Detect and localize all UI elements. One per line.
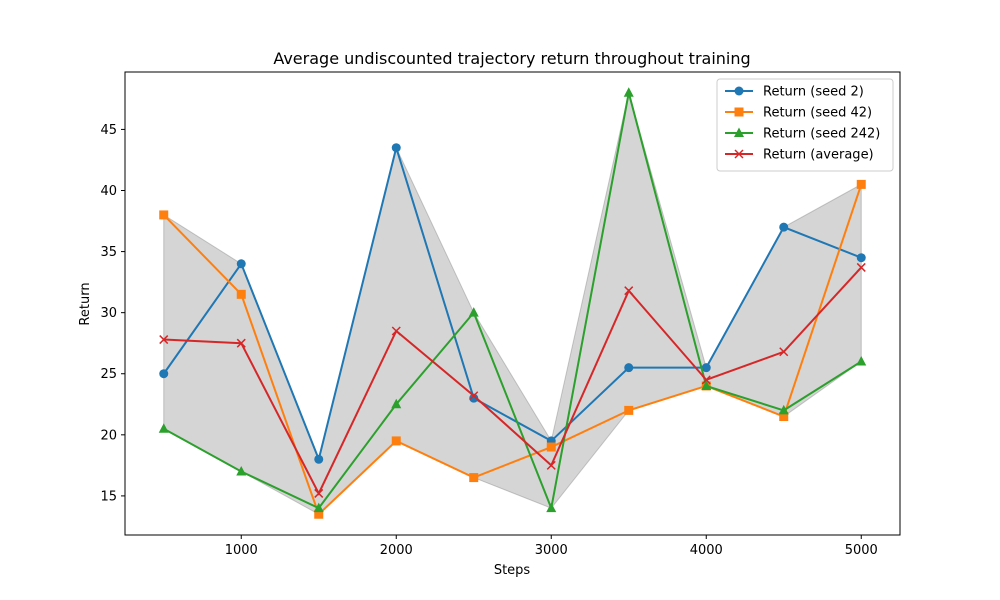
data-point [623, 87, 634, 97]
data-point [236, 338, 246, 348]
data-point [159, 369, 169, 379]
data-point [391, 326, 401, 336]
series-line [163, 266, 862, 496]
x-tick-label: 4000 [690, 543, 723, 558]
legend-entry: Return (seed 42) [725, 106, 872, 121]
y-tick-label: 45 [100, 123, 117, 138]
data-point [236, 465, 247, 476]
data-point [779, 347, 789, 357]
data-point [236, 289, 246, 299]
data-point [856, 262, 866, 272]
data-point [546, 460, 556, 470]
data-point [856, 356, 867, 366]
x-tick-label: 3000 [535, 543, 568, 558]
data-point [624, 405, 634, 415]
data-point [468, 307, 479, 317]
data-point [779, 222, 789, 232]
legend-entry: Return (seed 242) [725, 127, 880, 142]
data-point [701, 380, 712, 390]
data-point [856, 179, 866, 189]
x-tick-label: 1000 [225, 543, 258, 558]
legend-label: Return (seed 242) [763, 127, 880, 142]
series-3 [158, 87, 867, 513]
y-tick-label: 35 [100, 245, 117, 260]
y-tick-label: 20 [100, 428, 117, 443]
data-point [236, 259, 246, 269]
legend-entry: Return (seed 2) [725, 85, 864, 100]
data-point [469, 473, 479, 483]
legend-marker [734, 149, 744, 159]
plot-frame [124, 71, 901, 536]
x-axis: 1000 2000 3000 4000 5000 [225, 535, 878, 558]
data-point [778, 404, 789, 415]
legend-marker [734, 127, 744, 137]
data-point [856, 253, 866, 263]
data-point [779, 412, 789, 422]
legend: Return (seed 2) Return (seed 42) Return (s… [716, 78, 894, 172]
x-axis-label: Steps [494, 563, 531, 578]
data-point [313, 502, 324, 513]
series-line [162, 144, 862, 463]
data-point [624, 363, 634, 373]
chart-title: Average undiscounted trajectory return t… [273, 49, 750, 68]
data-point [701, 363, 711, 373]
data-point [391, 436, 401, 446]
series-4 [159, 262, 866, 498]
y-tick-label: 30 [100, 306, 117, 321]
legend-label: Return (seed 2) [763, 85, 864, 100]
legend-label: Return (average) [763, 148, 874, 163]
data-point [701, 375, 711, 385]
data-point [469, 391, 479, 401]
legend-box [716, 78, 894, 172]
x-tick-label: 5000 [845, 543, 878, 558]
y-axis: 15 20 25 30 35 40 45 [100, 123, 125, 504]
data-point [546, 502, 557, 513]
data-point [314, 454, 324, 464]
legend-entry: Return (average) [725, 148, 874, 163]
data-point [314, 509, 324, 519]
series-layer [158, 87, 867, 519]
data-point [314, 488, 324, 498]
data-point [159, 335, 169, 345]
legend-marker [734, 107, 744, 117]
data-point [391, 143, 401, 153]
data-point [391, 398, 402, 409]
y-tick-label: 40 [100, 184, 117, 199]
data-point [159, 210, 169, 220]
legend-marker [734, 86, 744, 96]
series-line [163, 92, 862, 512]
legend-label: Return (seed 42) [763, 106, 872, 121]
series-line [163, 184, 863, 517]
data-point [546, 442, 556, 452]
y-axis-label: Return [78, 282, 93, 325]
y-tick-label: 25 [100, 367, 117, 382]
data-point [158, 423, 169, 433]
data-point [624, 286, 634, 296]
y-tick-label: 15 [100, 489, 117, 504]
x-tick-label: 2000 [380, 543, 413, 558]
series-2 [159, 179, 866, 519]
data-point [469, 393, 479, 403]
series-1 [159, 143, 866, 464]
